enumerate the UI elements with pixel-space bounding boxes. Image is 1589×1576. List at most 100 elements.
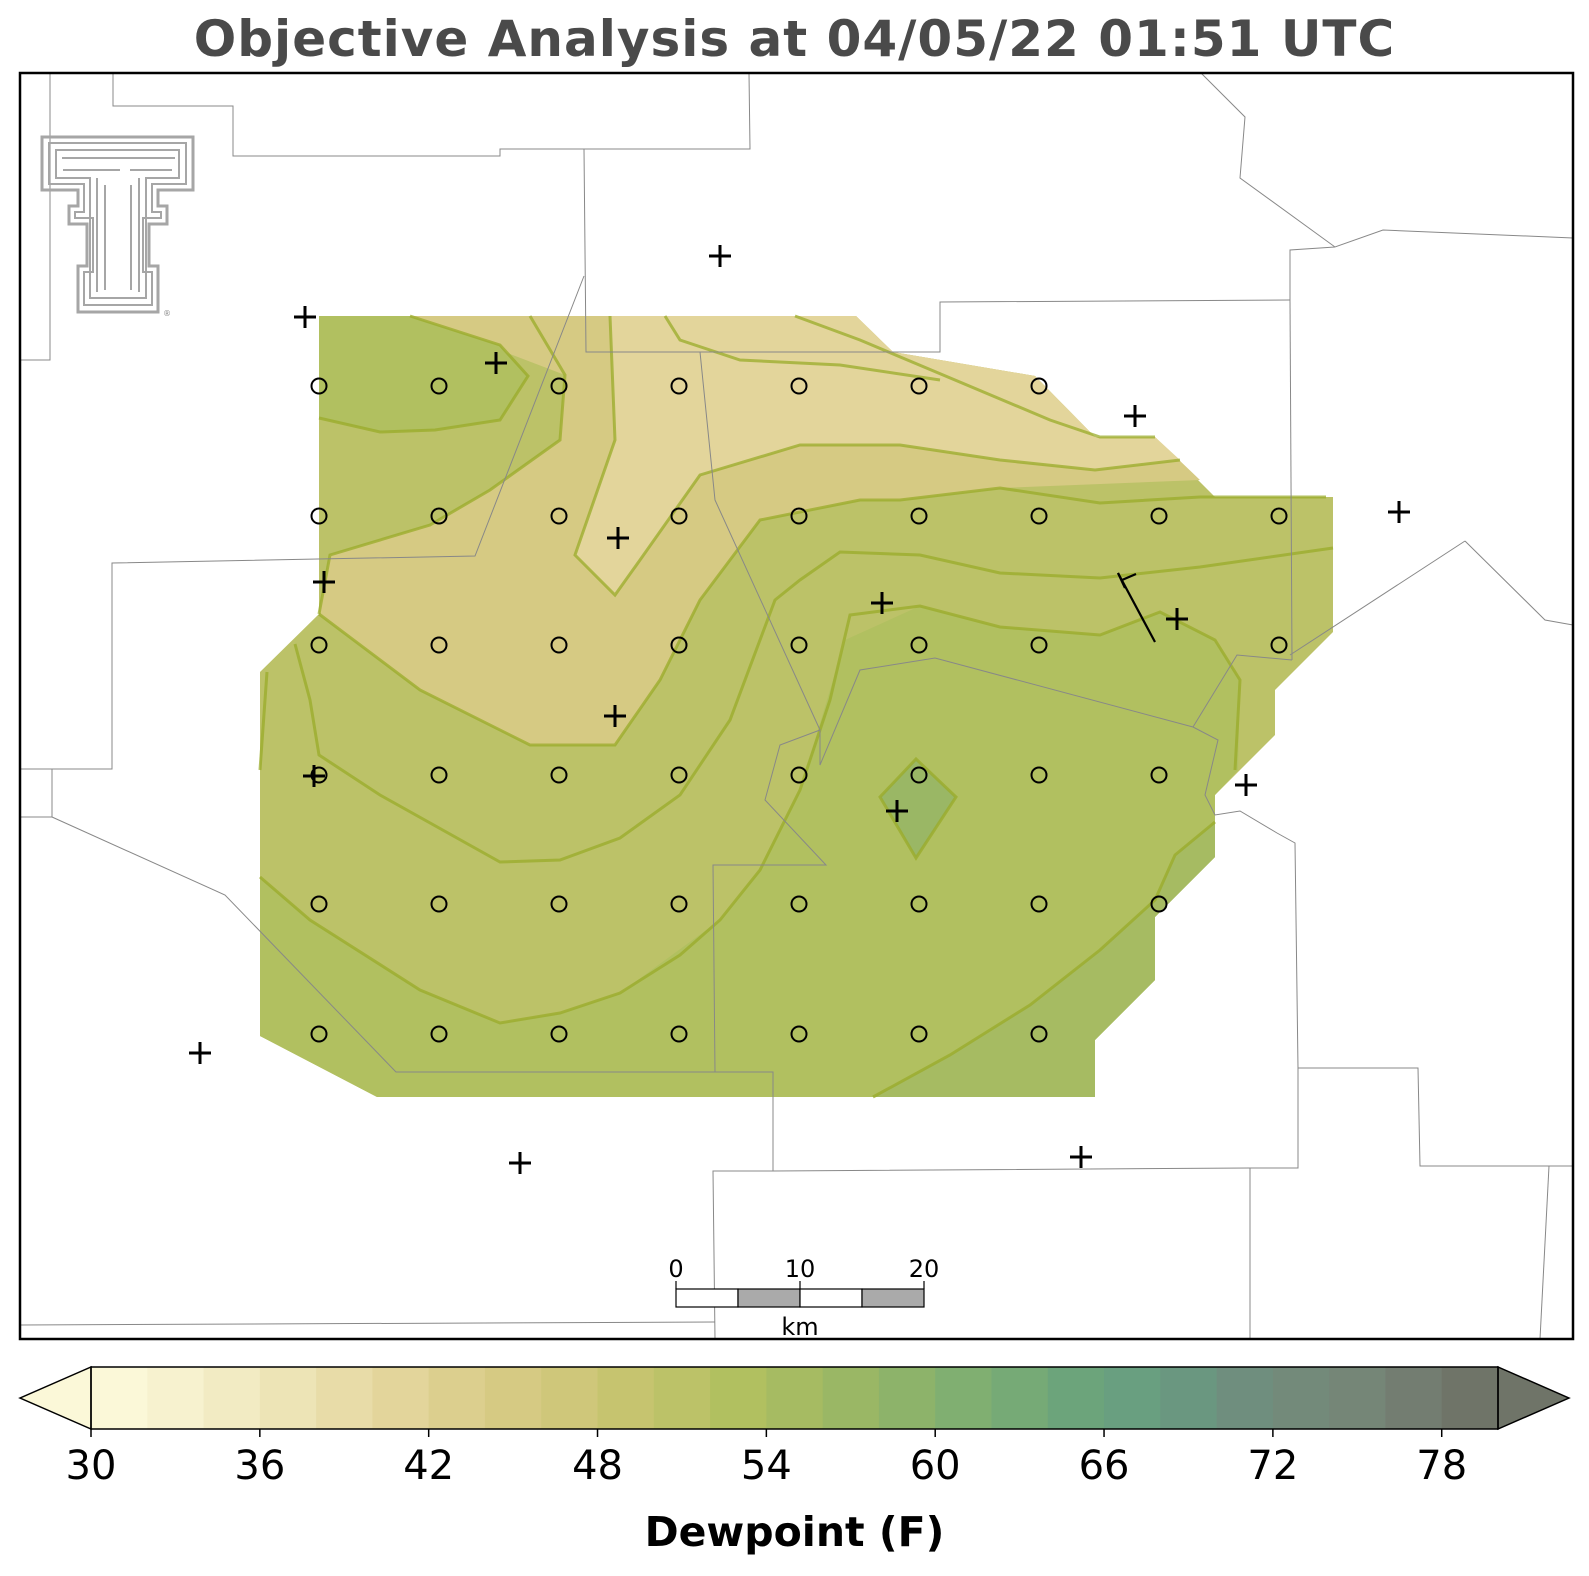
colorbar-step <box>653 1367 711 1429</box>
grid-point-marker <box>550 507 568 525</box>
dewpoint-band-52 <box>873 822 1215 1097</box>
colorbar-tick-label: 78 <box>1416 1443 1467 1489</box>
grid-point-marker <box>670 507 688 525</box>
grid-point-marker <box>910 1025 928 1043</box>
observation-site-marker <box>871 592 893 614</box>
colorbar-step <box>597 1367 655 1429</box>
colorbar-step <box>316 1367 373 1429</box>
grid-point-marker <box>430 1025 448 1043</box>
colorbar-step <box>822 1367 880 1429</box>
dewpoint-contours <box>258 314 1334 1099</box>
colorbar-step <box>1329 1367 1387 1429</box>
texas-tech-logo: ® <box>40 135 195 318</box>
colorbar-step <box>259 1367 317 1429</box>
colorbar-step <box>541 1367 599 1429</box>
wind-barb <box>1117 572 1156 643</box>
grid-point-marker <box>670 636 688 654</box>
grid-point-marker <box>1150 895 1168 913</box>
colorbar-step <box>1216 1367 1274 1429</box>
colorbar-tick-label: 66 <box>1079 1443 1130 1489</box>
colorbar-step <box>428 1367 486 1429</box>
colorbar-tick-label: 60 <box>910 1443 961 1489</box>
observation-site-marker <box>1388 501 1410 523</box>
observation-site-marker <box>886 800 908 822</box>
grid-point-marker <box>1030 895 1048 913</box>
observation-site-marker <box>709 245 731 267</box>
grid-point-marker <box>430 636 448 654</box>
colorbar-step <box>1047 1367 1105 1429</box>
grid-point-marker <box>910 766 928 784</box>
colorbar-tick-label: 48 <box>572 1443 623 1489</box>
grid-point-marker <box>910 377 928 395</box>
observation-site-marker <box>1166 608 1188 630</box>
observation-site-marker <box>509 1152 531 1174</box>
grid-point-marker <box>1030 377 1048 395</box>
colorbar-extend-max <box>1497 1365 1571 1431</box>
grid-point-marker <box>430 377 448 395</box>
grid-point-marker <box>790 636 808 654</box>
grid-point-marker <box>550 377 568 395</box>
colorbar-tick-label: 54 <box>741 1443 792 1489</box>
grid-point-marker <box>310 377 328 395</box>
observation-site-marker <box>604 705 626 727</box>
observation-site-marker <box>189 1042 211 1064</box>
grid-point-marker <box>310 507 328 525</box>
colorbar-frame <box>90 1366 1499 1430</box>
colorbar-step <box>710 1367 767 1429</box>
grid-point-marker <box>790 507 808 525</box>
grid-point-marker <box>670 895 688 913</box>
colorbar-step <box>484 1367 542 1429</box>
grid-point-marker <box>670 766 688 784</box>
observation-site-marker <box>1070 1146 1092 1168</box>
colorbar-step <box>1160 1367 1218 1429</box>
grid-point-marker <box>1030 1025 1048 1043</box>
dewpoint-band-48-nw <box>319 316 528 432</box>
grid-point-marker <box>670 377 688 395</box>
colorbar-step <box>878 1367 936 1429</box>
grid-point-marker <box>550 1025 568 1043</box>
colorbar-step <box>991 1367 1049 1429</box>
registered-mark: ® <box>163 309 171 318</box>
colorbar-step <box>1441 1367 1499 1429</box>
colorbar-extend-min <box>18 1365 92 1431</box>
grid-point-marker <box>310 636 328 654</box>
scale-tick-10: 10 <box>785 1255 816 1283</box>
grid-point-marker <box>1030 766 1048 784</box>
grid-point-marker <box>1270 507 1288 525</box>
grid-point-marker <box>1030 507 1048 525</box>
dewpoint-band-48-sw <box>260 606 1240 1097</box>
map-title: Objective Analysis at 04/05/22 01:51 UTC <box>193 10 1396 68</box>
grid-point-marker <box>430 766 448 784</box>
colorbar-step <box>203 1367 261 1429</box>
colorbar-tick-label: 42 <box>403 1443 454 1489</box>
grid-point-marker <box>910 507 928 525</box>
observation-site-marker <box>303 765 325 787</box>
colorbar-step <box>1272 1367 1330 1429</box>
grid-point-marker <box>550 766 568 784</box>
scale-bar: 0 10 20 km <box>668 1255 939 1341</box>
grid-point-marker <box>670 1025 688 1043</box>
dewpoint-band-54 <box>880 759 956 858</box>
colorbar-step <box>766 1367 824 1429</box>
colorbar-label: Dewpoint (F) <box>644 1508 945 1556</box>
grid-point-marker <box>430 895 448 913</box>
colorbar-tick-label: 72 <box>1247 1443 1298 1489</box>
colorbar-step <box>1104 1367 1161 1429</box>
grid-point-marker <box>790 1025 808 1043</box>
objective-analysis-map: ® 0 10 20 km <box>18 71 1575 1341</box>
colorbar-step <box>1385 1367 1443 1429</box>
grid-point-marker <box>430 507 448 525</box>
grid-point-marker <box>1030 636 1048 654</box>
grid-point-marker <box>1150 507 1168 525</box>
colorbar-step <box>91 1367 148 1429</box>
grid-point-marker <box>310 1025 328 1043</box>
colorbar-steps <box>91 1367 1499 1429</box>
colorbar-step <box>935 1367 993 1429</box>
observation-site-marker <box>294 306 316 328</box>
colorbar-step <box>147 1367 205 1429</box>
grid-point-marker <box>1150 766 1168 784</box>
observation-site-marker <box>313 571 335 593</box>
observation-site-markers <box>189 245 1410 1174</box>
colorbar-tick-label: 36 <box>234 1443 285 1489</box>
colorbar-step <box>372 1367 430 1429</box>
